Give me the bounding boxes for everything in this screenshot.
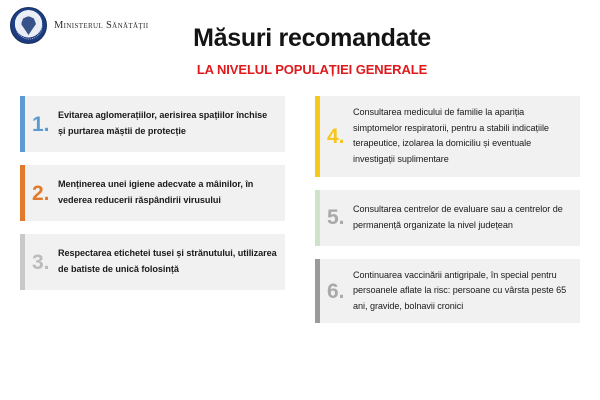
measure-number: 6. [327, 279, 345, 303]
accent-bar [20, 96, 25, 152]
measure-card: 3. Respectarea etichetei tusei și strănut… [20, 234, 285, 290]
accent-bar [20, 234, 25, 290]
page-subtitle: LA NIVELUL POPULAȚIEI GENERALE [196, 62, 428, 77]
measure-number: 2. [32, 181, 50, 205]
accent-bar [315, 96, 320, 177]
measure-card: 2. Menținerea unei igiene adecvate a mâin… [20, 165, 285, 221]
measure-text: Menținerea unei igiene adecvate a mâinil… [58, 179, 254, 205]
measure-card: 5. Consultarea centrelor de evaluare sau … [315, 189, 580, 246]
measure-number: 5. [327, 206, 345, 230]
measure-number: 4. [327, 124, 345, 148]
measure-card: 4. Consultarea medicului de familie la ap… [315, 96, 580, 177]
ministry-name-label: Ministerul Sănătăţii [54, 20, 149, 31]
measure-card-body: 4. Consultarea medicului de familie la ap… [320, 96, 580, 177]
accent-bar [20, 165, 25, 221]
romania-government-crest-icon [10, 7, 47, 44]
measure-card-body: 1. Evitarea aglomerațiilor, aerisirea spa… [25, 96, 285, 152]
accent-bar [315, 258, 320, 324]
measure-text: Consultarea centrelor de evaluare sau a … [353, 203, 563, 230]
measure-number: 3. [32, 250, 50, 274]
page-header: Ministerul Sănătăţii Măsuri recomandate … [0, 0, 600, 88]
measure-card-body: 5. Consultarea centrelor de evaluare sau … [320, 190, 580, 246]
accent-bar [315, 189, 320, 246]
measure-text: Continuarea vaccinării antigripale, în s… [353, 269, 567, 311]
measure-text: Consultarea medicului de familie la apar… [353, 107, 549, 164]
measure-text: Evitarea aglomerațiilor, aerisirea spați… [58, 110, 268, 136]
left-column: 1. Evitarea aglomerațiilor, aerisirea spa… [20, 96, 285, 336]
measure-card: 6. Continuarea vaccinării antigripale, în… [315, 258, 580, 324]
measure-card-body: 6. Continuarea vaccinării antigripale, în… [320, 259, 580, 324]
measure-card: 1. Evitarea aglomerațiilor, aerisirea spa… [20, 96, 285, 152]
right-column: 4. Consultarea medicului de familie la ap… [315, 96, 580, 336]
measure-card-body: 2. Menținerea unei igiene adecvate a mâin… [25, 165, 285, 221]
recommendations-grid: 1. Evitarea aglomerațiilor, aerisirea spa… [0, 96, 600, 336]
measure-card-body: 3. Respectarea etichetei tusei și strănut… [25, 234, 285, 290]
ministry-branding: Ministerul Sănătăţii [10, 7, 148, 44]
page-title: Măsuri recomandate [193, 24, 431, 52]
measure-text: Respectarea etichetei tusei și strănutul… [58, 248, 277, 274]
measure-number: 1. [32, 112, 50, 136]
